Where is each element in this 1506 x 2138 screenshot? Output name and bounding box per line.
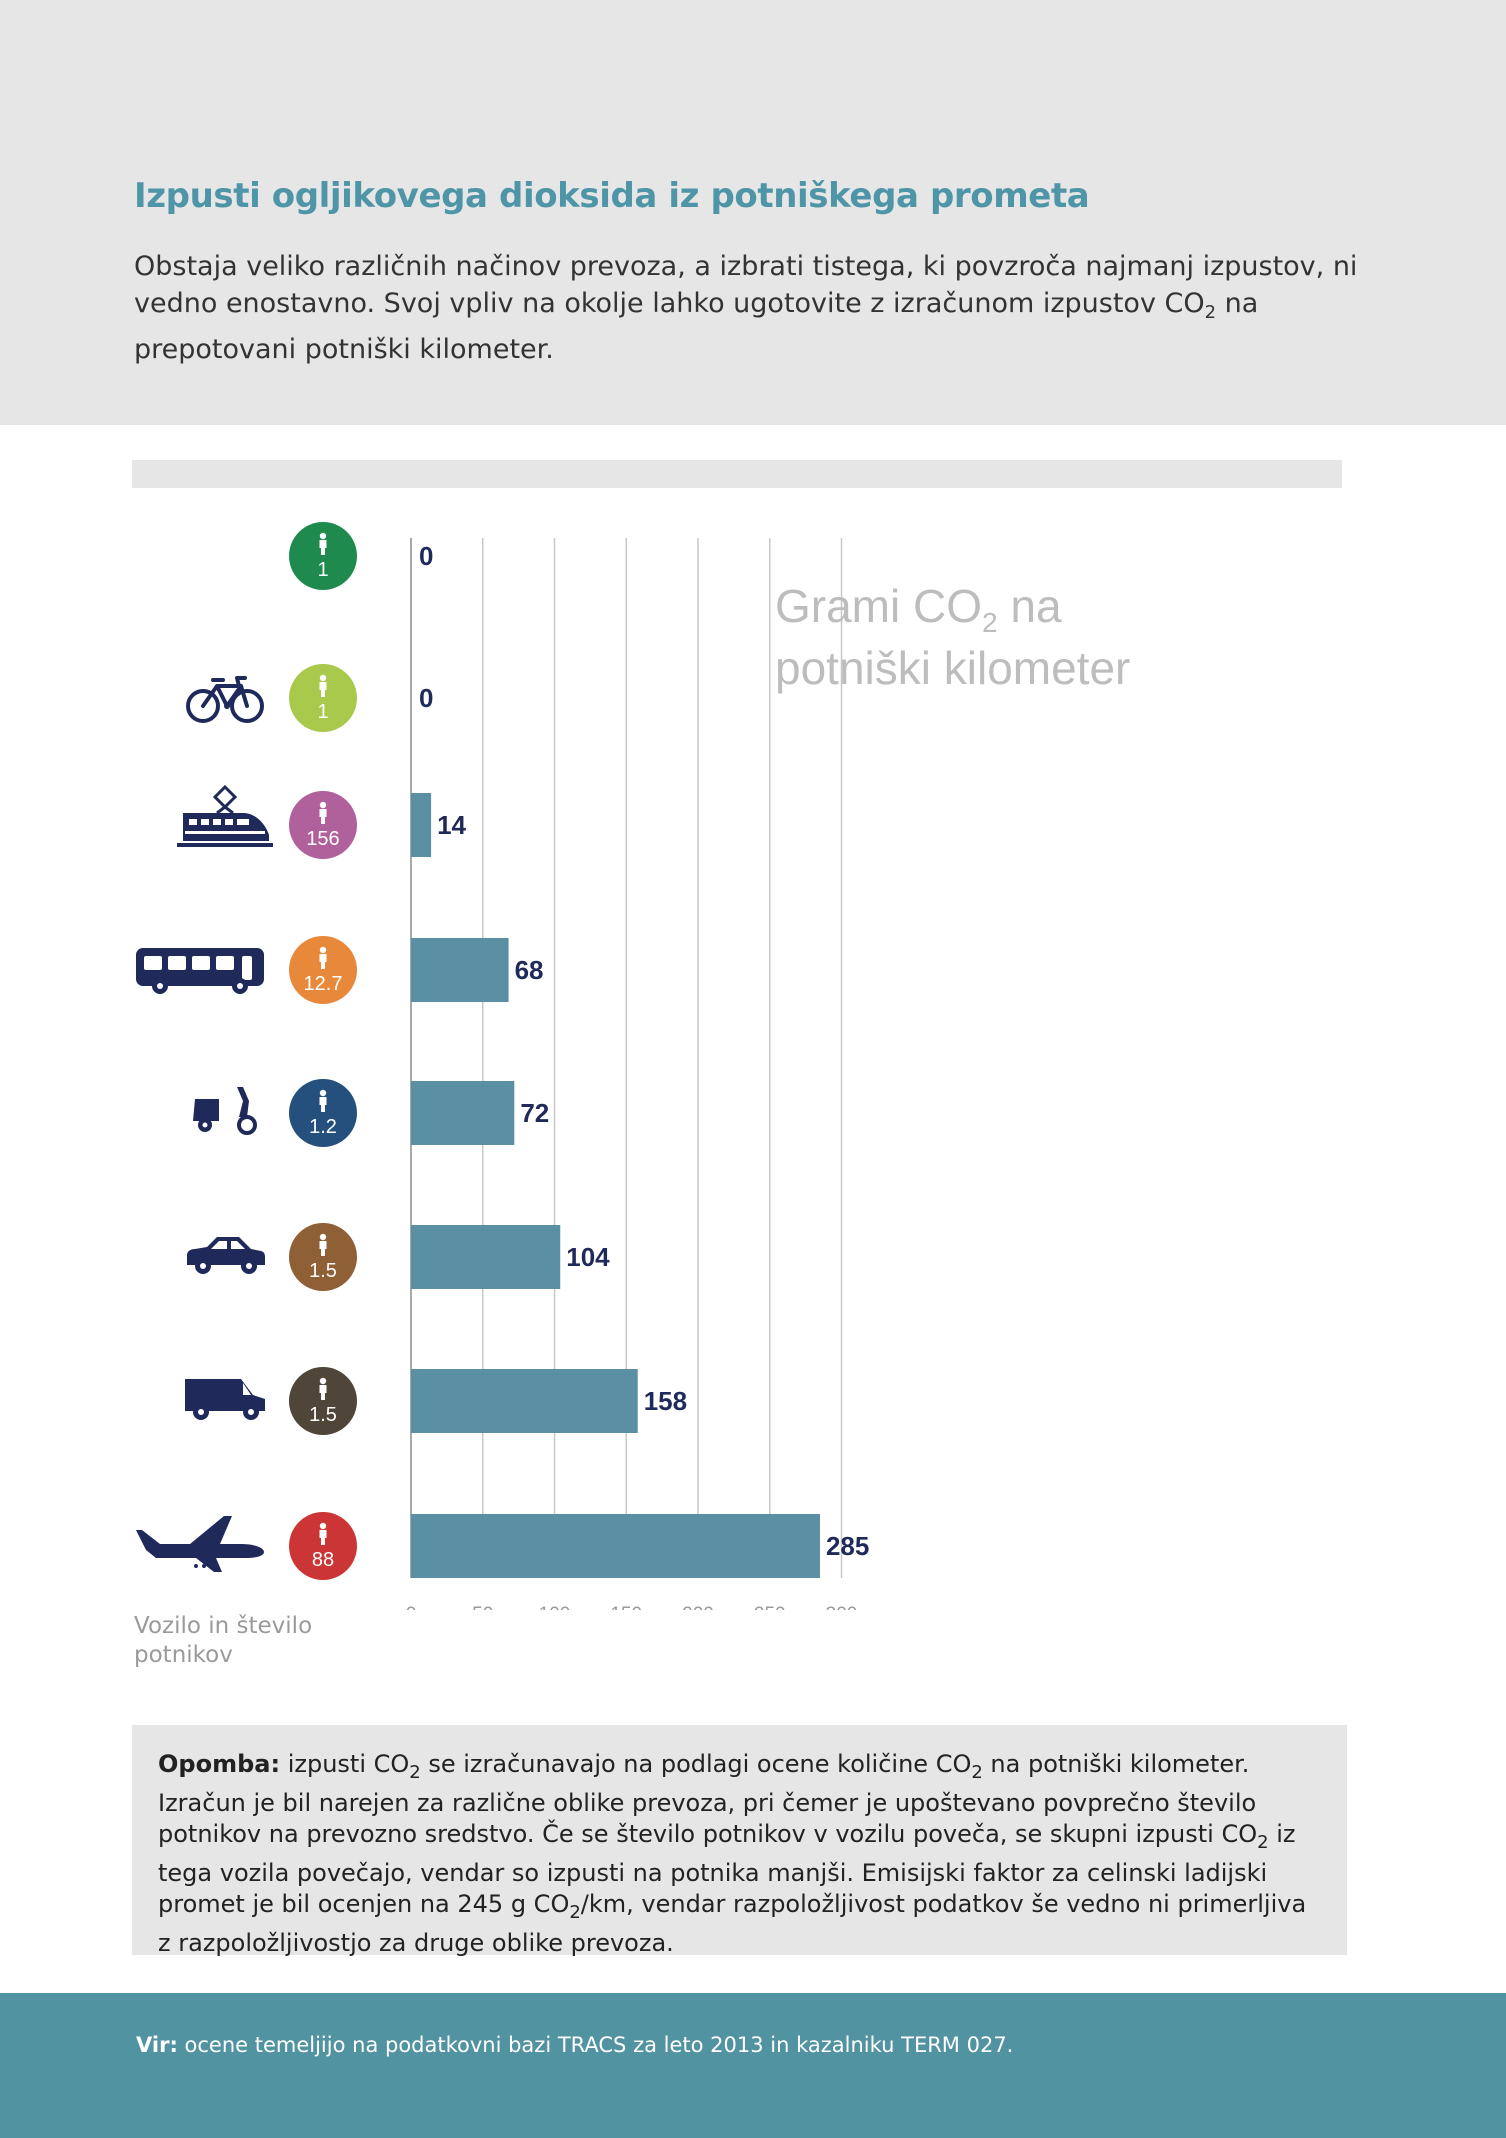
note-subscript: 2 bbox=[971, 1762, 983, 1783]
van-icon bbox=[185, 1379, 265, 1420]
passenger-badge: 1.5 bbox=[289, 1223, 357, 1291]
header-panel: Izpusti ogljikovega dioksida iz potniške… bbox=[0, 0, 1506, 425]
bicycle-icon bbox=[188, 678, 262, 721]
x-tick-label: 300 bbox=[826, 1604, 858, 1610]
note-subscript: 2 bbox=[569, 1902, 581, 1923]
note-text: na potniški kilometer. Izračun je bil na… bbox=[158, 1750, 1258, 1848]
value-label: 0 bbox=[419, 683, 433, 713]
passenger-count: 156 bbox=[306, 828, 339, 850]
chart-title: Grami CO2 na bbox=[775, 580, 1062, 638]
value-label: 285 bbox=[826, 1531, 869, 1561]
airplane-icon bbox=[136, 1516, 264, 1572]
bar-train bbox=[411, 793, 432, 857]
bar-airplane bbox=[411, 1514, 820, 1578]
vehicle-row-car: 1.5 bbox=[187, 1223, 357, 1291]
note-subscript: 2 bbox=[1257, 1832, 1269, 1853]
vehicle-row-bicycle: 1 bbox=[188, 664, 357, 732]
note-label: Opomba: bbox=[158, 1750, 281, 1778]
vehicle-row-airplane: 88 bbox=[136, 1512, 357, 1580]
passenger-badge: 1.5 bbox=[289, 1367, 357, 1435]
bar-van bbox=[411, 1369, 638, 1433]
intro-text-part: Obstaja veliko različnih načinov prevoza… bbox=[134, 251, 1358, 319]
vehicle-row-bus: 12.7 bbox=[136, 936, 357, 1004]
passenger-count: 88 bbox=[312, 1549, 334, 1571]
vehicle-rows: 1 1 156 12.7 1.2 1.5 1.5 88 bbox=[136, 522, 357, 1580]
page-title: Izpusti ogljikovega dioksida iz potniške… bbox=[134, 176, 1090, 216]
source-label: Vir: bbox=[136, 2033, 178, 2057]
vehicle-row-train: 156 bbox=[177, 787, 357, 859]
x-tick-label: 200 bbox=[682, 1604, 714, 1610]
note-text: izpusti CO bbox=[280, 1750, 410, 1778]
chart-title-line2: potniški kilometer bbox=[775, 642, 1130, 694]
y-axis-caption: Vozilo in število potnikov bbox=[134, 1613, 313, 1668]
passenger-count: 12.7 bbox=[304, 973, 343, 995]
note-text: iz tega vozila povečajo, vendar so izpus… bbox=[158, 1820, 1296, 1918]
bars bbox=[411, 793, 820, 1578]
value-label: 104 bbox=[566, 1242, 610, 1272]
x-tick-label: 50 bbox=[472, 1604, 493, 1610]
passenger-count: 1.2 bbox=[309, 1116, 337, 1138]
note-subscript: 2 bbox=[409, 1762, 421, 1783]
vehicle-row-walking: 1 bbox=[289, 522, 357, 590]
intro-text-part: na prepotovani potniški kilometer. bbox=[134, 288, 1259, 365]
bar-car bbox=[411, 1225, 561, 1289]
vehicle-row-van: 1.5 bbox=[185, 1367, 357, 1435]
scooter-icon bbox=[193, 1087, 255, 1133]
value-label: 72 bbox=[520, 1098, 549, 1128]
intro-text: Obstaja veliko različnih načinov prevoza… bbox=[134, 248, 1364, 368]
source-text: Vir: ocene temeljijo na podatkovni bazi … bbox=[136, 2033, 1013, 2057]
passenger-count: 1 bbox=[317, 701, 328, 723]
vehicle-row-scooter: 1.2 bbox=[193, 1079, 357, 1147]
x-tick-label: 150 bbox=[610, 1604, 642, 1610]
value-label: 0 bbox=[419, 541, 433, 571]
chart-top-strip bbox=[132, 460, 1342, 488]
value-labels: 0 0 14 68 72 104 158 285 bbox=[419, 541, 869, 1561]
note-text: se izračunavajo na podlagi ocene količin… bbox=[420, 1750, 972, 1778]
note-text: /km, vendar razpoložljivost podatkov še … bbox=[158, 1890, 1307, 1957]
intro-subscript: 2 bbox=[1204, 302, 1217, 323]
value-label: 68 bbox=[515, 955, 544, 985]
passenger-count: 1.5 bbox=[309, 1260, 337, 1282]
x-tick-label: 100 bbox=[539, 1604, 571, 1610]
footer-bar bbox=[0, 1993, 1506, 2138]
passenger-badge: 1 bbox=[289, 522, 357, 590]
x-axis-ticks: 0 50 100 150 200 250 300 bbox=[406, 1604, 858, 1610]
bar-bus bbox=[411, 938, 509, 1002]
x-tick-label: 250 bbox=[754, 1604, 786, 1610]
passenger-count: 1 bbox=[317, 559, 328, 581]
source-body: ocene temeljijo na podatkovni bazi TRACS… bbox=[177, 2033, 1014, 2057]
train-icon bbox=[177, 787, 273, 847]
note-box: Opomba: izpusti CO2 se izračunavajo na p… bbox=[132, 1725, 1347, 1957]
bar-scooter bbox=[411, 1081, 515, 1145]
passenger-badge: 1 bbox=[289, 664, 357, 732]
value-label: 14 bbox=[437, 810, 466, 840]
value-label: 158 bbox=[644, 1386, 687, 1416]
passenger-badge: 88 bbox=[289, 1512, 357, 1580]
x-tick-label: 0 bbox=[406, 1604, 417, 1610]
passenger-badge: 12.7 bbox=[289, 936, 357, 1004]
passenger-badge: 156 bbox=[289, 791, 357, 859]
passenger-badge: 1.2 bbox=[289, 1079, 357, 1147]
passenger-count: 1.5 bbox=[309, 1404, 337, 1426]
car-icon bbox=[187, 1237, 265, 1274]
bus-icon bbox=[136, 948, 264, 994]
